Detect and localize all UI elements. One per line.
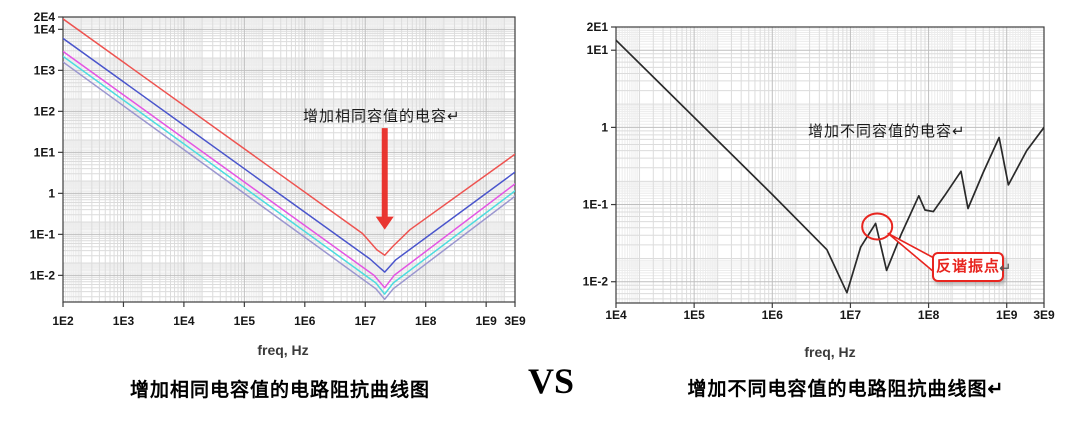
x-tick-label: 1E7 [355, 314, 377, 328]
series-group [616, 39, 1044, 294]
x-tick-label: 1E2 [52, 314, 74, 328]
series-curve-red [63, 18, 515, 256]
x-tick-label: 1E7 [840, 308, 862, 322]
x-tick-label: 1E9 [475, 314, 497, 328]
series-curve-blue [63, 37, 515, 273]
x-tick-label: 1E5 [683, 308, 705, 322]
x-tick-label: 1E4 [605, 308, 627, 322]
y-tick-label: 1 [48, 186, 55, 200]
series-curve-black [616, 39, 1044, 294]
callout-return-mark: ↵ [999, 260, 1012, 277]
anti-resonance-circle [861, 212, 894, 241]
y-tick-label: 2E1 [587, 20, 609, 34]
x-tick-label: 1E9 [996, 308, 1018, 322]
y-tick-label: 1E2 [34, 104, 56, 118]
x-tick-label: 1E5 [234, 314, 256, 328]
right-chart-caption: 增加不同电容值的电路阻抗曲线图↵ [687, 379, 1005, 400]
y-tick-label: 1E3 [34, 63, 56, 77]
y-tick-label: 1E1 [34, 145, 56, 159]
plot-frame [615, 26, 1045, 304]
y-tick-label: 1 [601, 120, 608, 134]
series-curve-purple [63, 61, 515, 301]
series-curve-magenta [63, 50, 515, 289]
anti-resonance-label: 反谐振点 [935, 258, 1000, 275]
x-tick-label: 1E3 [113, 314, 135, 328]
right-annotation-text: 增加不同容值的电容↵ [808, 123, 966, 140]
y-tick-label: 1E-2 [583, 275, 609, 289]
vs-label: VS [528, 361, 575, 401]
left-annotation-text: 增加相同容值的电容↵ [303, 108, 461, 125]
x-tick-label: 3E9 [504, 314, 526, 328]
x-tick-label: 1E4 [173, 314, 195, 328]
y-tick-label: 1E4 [34, 22, 56, 36]
annotation-arrow [375, 128, 394, 230]
chart-left: 1E2 1E3 1E4 1E5 1E6 1E7 1E8 1E9 3E92E41E41E31E21… [30, 10, 526, 328]
y-tick-label: 1E-1 [583, 198, 609, 212]
y-tick-label: 1E1 [587, 43, 609, 57]
series-curve-cyan [63, 55, 515, 295]
series-group [63, 18, 515, 301]
y-tick-label: 1E-1 [30, 227, 56, 241]
x-tick-label: 1E8 [918, 308, 940, 322]
anti-resonance-callout: 反谐振点 [932, 252, 1004, 282]
x-tick-label: 1E6 [294, 314, 316, 328]
plot-frame [62, 16, 516, 303]
x-tick-label: 1E6 [762, 308, 784, 322]
y-tick-label: 1E-2 [30, 268, 56, 282]
left-x-axis-title: freq, Hz [257, 342, 309, 358]
x-tick-label: 3E9 [1033, 308, 1055, 322]
left-chart-caption: 增加相同电容值的电路阻抗曲线图 [129, 380, 430, 401]
x-tick-label: 1E8 [415, 314, 437, 328]
y-tick-label: 2E4 [34, 10, 56, 24]
right-x-axis-title: freq, Hz [804, 344, 856, 360]
